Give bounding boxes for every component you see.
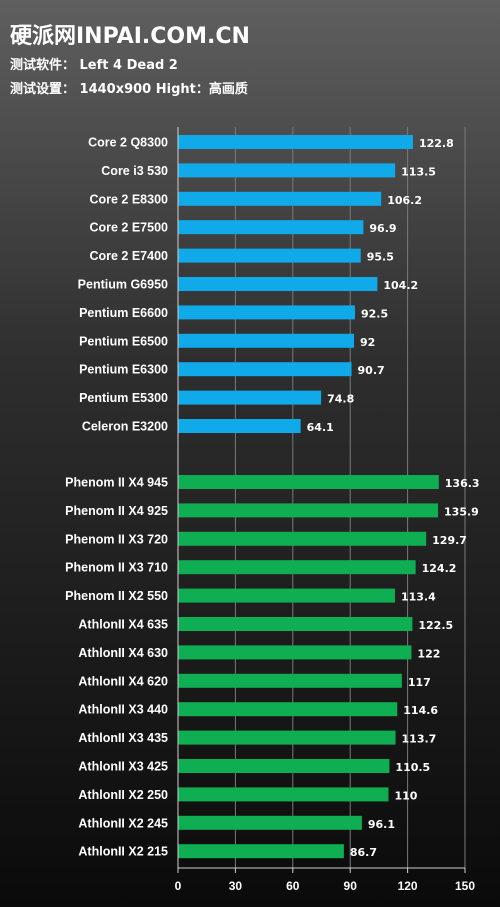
bar [178, 220, 364, 235]
bar [178, 248, 361, 263]
bar [178, 759, 390, 773]
bar [178, 815, 362, 830]
data-label: 117 [408, 676, 431, 689]
data-label: 86.7 [350, 846, 377, 859]
x-tick-label: 0 [175, 879, 182, 893]
data-label: 122.5 [418, 619, 453, 632]
data-label: 104.2 [383, 279, 418, 292]
data-label: 106.2 [387, 194, 422, 207]
data-label: 96.9 [369, 222, 396, 235]
data-label: 129.7 [432, 534, 467, 547]
bar [178, 191, 382, 206]
x-tick-label: 30 [229, 879, 243, 893]
data-label: 114.6 [403, 704, 438, 717]
bars: Core 2 Q8300 122.8 Core i3 530 113.5 Core 2 … [65, 135, 480, 859]
data-label: 110.5 [395, 761, 430, 774]
data-label: 113.7 [402, 733, 437, 746]
category-label: Phenom II X3 720 [65, 532, 168, 546]
category-label: Pentium E5300 [79, 391, 168, 405]
category-label: Phenom II X4 925 [65, 504, 168, 518]
bar [178, 702, 398, 717]
x-axis: 0 30 60 90 120 150 [175, 127, 475, 893]
category-label: AthlonII X4 620 [78, 674, 168, 688]
bar [178, 362, 352, 377]
data-label: 64.1 [307, 421, 334, 434]
data-label: 135.9 [444, 505, 479, 518]
data-label: 90.7 [358, 364, 385, 377]
data-label: 122.8 [419, 137, 454, 150]
x-tick-label: 120 [398, 879, 418, 893]
data-label: 92 [360, 336, 375, 349]
data-label: 136.3 [445, 477, 480, 490]
bar [178, 475, 439, 489]
test-software-line: 测试软件： Left 4 Dead 2 [10, 58, 178, 73]
data-label: 113.4 [401, 591, 436, 604]
bar [178, 560, 416, 575]
bar [178, 844, 344, 859]
category-label: Core 2 E7400 [89, 249, 168, 263]
bar [178, 531, 427, 546]
bar [178, 730, 396, 745]
grid-lines [234, 127, 466, 868]
bar [178, 673, 402, 688]
category-label: Core 2 E7500 [89, 221, 168, 235]
data-label: 113.5 [401, 165, 436, 178]
category-label: Celeron E3200 [82, 420, 168, 434]
data-label: 96.1 [368, 818, 395, 831]
data-label: 74.8 [327, 393, 354, 406]
data-label: 110 [394, 789, 417, 802]
bar [178, 135, 413, 149]
bar [178, 588, 395, 603]
test-settings-line: 测试设置： 1440x900 Hight：高画质 [10, 82, 248, 97]
category-label: AthlonII X4 630 [78, 646, 168, 660]
category-label: Core i3 530 [101, 164, 168, 178]
bar [178, 390, 322, 405]
category-label: Pentium G6950 [78, 278, 168, 292]
category-label: Phenom II X4 945 [65, 476, 168, 490]
category-label: Core 2 E8300 [89, 192, 168, 206]
category-label: Pentium E6600 [79, 306, 168, 320]
category-label: Phenom II X2 550 [65, 589, 168, 603]
data-label: 92.5 [361, 307, 388, 320]
category-label: Pentium E6500 [79, 334, 168, 348]
x-tick-label: 150 [455, 879, 475, 893]
bar [178, 503, 439, 518]
data-label: 122 [417, 647, 440, 660]
bar [178, 163, 396, 178]
category-label: Core 2 Q8300 [88, 136, 168, 150]
category-label: AthlonII X3 440 [78, 703, 168, 717]
category-label: AthlonII X2 250 [78, 788, 168, 802]
category-label: AthlonII X3 435 [78, 731, 168, 745]
category-label: AthlonII X2 245 [78, 816, 168, 830]
bar [178, 419, 301, 433]
category-label: AthlonII X2 215 [78, 845, 168, 859]
bar [178, 333, 355, 348]
data-label: 124.2 [422, 562, 457, 575]
site-title: 硬派网INPAI.COM.CN [10, 24, 250, 49]
category-label: AthlonII X4 635 [78, 618, 168, 632]
category-label: AthlonII X3 425 [78, 760, 168, 774]
category-label: Phenom II X3 710 [65, 561, 168, 575]
category-label: Pentium E6300 [79, 363, 168, 377]
bar [178, 787, 389, 802]
bar [178, 305, 355, 320]
data-label: 95.5 [367, 251, 394, 264]
x-tick-label: 60 [286, 879, 300, 893]
bar [178, 277, 378, 291]
bar [178, 617, 413, 631]
bar [178, 645, 412, 660]
x-tick-label: 90 [344, 879, 358, 893]
